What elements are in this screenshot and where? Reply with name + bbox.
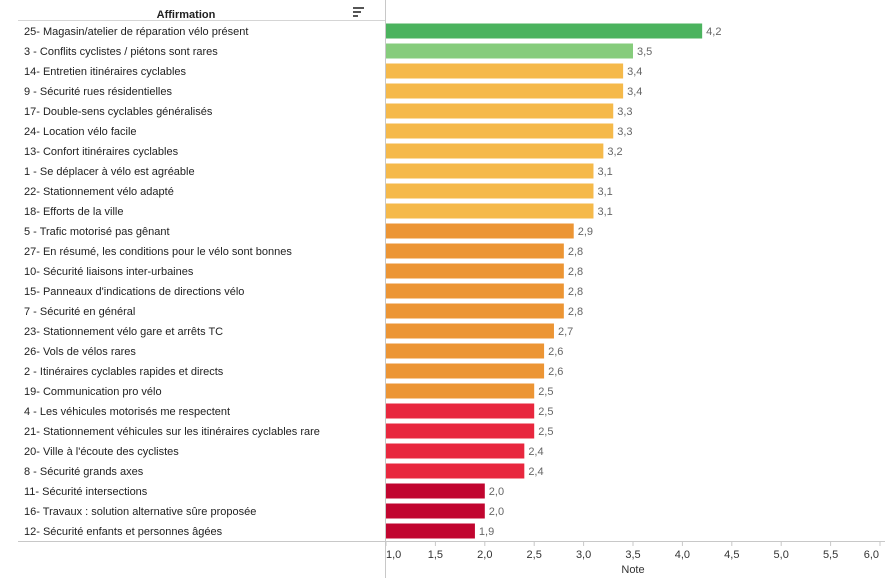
bar-value-label: 2,4 — [528, 466, 543, 478]
row-label: 1 - Se déplacer à vélo est agréable — [24, 166, 195, 178]
bar-value-label: 2,6 — [548, 346, 563, 358]
row-label: 22- Stationnement vélo adapté — [24, 186, 174, 198]
bar[interactable] — [386, 323, 554, 339]
row-label: 17- Double-sens cyclables généralisés — [24, 106, 213, 118]
row-label: 27- En résumé, les conditions pour le vé… — [24, 246, 292, 258]
x-tick-label: 2,5 — [527, 549, 542, 561]
bar[interactable] — [386, 163, 594, 179]
bar-value-label: 3,1 — [597, 186, 612, 198]
bar[interactable] — [386, 503, 485, 519]
x-tick-label: 5,0 — [774, 549, 789, 561]
sort-descending-icon[interactable] — [353, 7, 364, 17]
bar[interactable] — [386, 443, 525, 459]
bar[interactable] — [386, 23, 703, 39]
bar-value-label: 3,5 — [637, 46, 652, 58]
row-label: 3 - Conflits cyclistes / piétons sont ra… — [24, 46, 218, 58]
row-label: 2 - Itinéraires cyclables rapides et dir… — [24, 366, 224, 378]
bar-value-label: 2,0 — [489, 486, 504, 498]
bar[interactable] — [386, 383, 535, 399]
bar-value-label: 2,5 — [538, 426, 553, 438]
bar-value-label: 2,0 — [489, 506, 504, 518]
bar[interactable] — [386, 403, 535, 419]
bar-value-label: 2,8 — [568, 266, 583, 278]
bar[interactable] — [386, 103, 614, 119]
bar[interactable] — [386, 143, 604, 159]
row-label: 7 - Sécurité en général — [24, 306, 135, 318]
bar-value-label: 2,8 — [568, 306, 583, 318]
bar[interactable] — [386, 303, 564, 319]
bar-value-label: 3,1 — [597, 206, 612, 218]
row-label: 16- Travaux : solution alternative sûre … — [24, 506, 256, 518]
x-tick-label: 2,0 — [477, 549, 492, 561]
bar[interactable] — [386, 243, 564, 259]
bar[interactable] — [386, 123, 614, 139]
bar-value-label: 3,4 — [627, 86, 642, 98]
x-axis-ticks: 1,0 1,5 2,0 2,5 3,0 3,5 4,0 4,5 5,0 5,5 6,0 — [385, 542, 881, 561]
bar-value-label: 1,9 — [479, 526, 494, 538]
bar[interactable] — [386, 263, 564, 279]
row-label: 13- Confort itinéraires cyclables — [24, 146, 179, 158]
bar[interactable] — [386, 283, 564, 299]
bar-value-label: 4,2 — [706, 26, 721, 38]
bar-value-label: 2,8 — [568, 246, 583, 258]
row-label: 9 - Sécurité rues résidentielles — [24, 86, 172, 98]
x-tick-label: 4,0 — [675, 549, 690, 561]
row-label: 5 - Trafic motorisé pas gênant — [24, 226, 170, 238]
bar[interactable] — [386, 483, 485, 499]
x-axis-title: Note — [621, 564, 644, 576]
bar-value-label: 2,5 — [538, 406, 553, 418]
row-label: 11- Sécurité intersections — [24, 486, 148, 498]
x-tick-label: 3,5 — [625, 549, 640, 561]
row-label: 23- Stationnement vélo gare et arrêts TC — [24, 326, 223, 338]
x-tick-label: 5,5 — [823, 549, 838, 561]
x-tick-label: 1,5 — [428, 549, 443, 561]
bar-value-label: 3,2 — [607, 146, 622, 158]
bar-value-label: 2,9 — [578, 226, 593, 238]
row-label: 10- Sécurité liaisons inter-urbaines — [24, 266, 194, 278]
row-label: 21- Stationnement véhicules sur les itin… — [24, 426, 320, 438]
x-tick-label: 4,5 — [724, 549, 739, 561]
bar[interactable] — [386, 423, 535, 439]
row-label: 19- Communication pro vélo — [24, 386, 162, 398]
row-label: 25- Magasin/atelier de réparation vélo p… — [24, 26, 248, 38]
column-header-affirmation[interactable]: Affirmation — [157, 9, 216, 21]
bar[interactable] — [386, 523, 475, 539]
bar-value-label: 2,7 — [558, 326, 573, 338]
row-label: 8 - Sécurité grands axes — [24, 466, 144, 478]
bar-value-label: 2,8 — [568, 286, 583, 298]
row-label: 14- Entretien itinéraires cyclables — [24, 66, 187, 78]
x-tick-label: 3,0 — [576, 549, 591, 561]
bar[interactable] — [386, 363, 545, 379]
bar-value-label: 2,6 — [548, 366, 563, 378]
bar[interactable] — [386, 63, 624, 79]
chart-rows: 25- Magasin/atelier de réparation vélo p… — [24, 23, 721, 539]
bar[interactable] — [386, 463, 525, 479]
bar-value-label: 3,3 — [617, 106, 632, 118]
bar-value-label: 2,4 — [528, 446, 543, 458]
bar[interactable] — [386, 223, 574, 239]
bar-value-label: 2,5 — [538, 386, 553, 398]
row-label: 20- Ville à l'écoute des cyclistes — [24, 446, 179, 458]
x-tick-label: 1,0 — [386, 549, 401, 561]
bar-value-label: 3,1 — [597, 166, 612, 178]
row-label: 15- Panneaux d'indications de directions… — [24, 286, 244, 298]
row-label: 18- Efforts de la ville — [24, 206, 123, 218]
row-label: 4 - Les véhicules motorisés me respecten… — [24, 406, 230, 418]
row-label: 24- Location vélo facile — [24, 126, 137, 138]
row-label: 26- Vols de vélos rares — [24, 346, 136, 358]
bar-value-label: 3,3 — [617, 126, 632, 138]
bar-value-label: 3,4 — [627, 66, 642, 78]
bar[interactable] — [386, 83, 624, 99]
bar[interactable] — [386, 183, 594, 199]
bar[interactable] — [386, 203, 594, 219]
row-label: 12- Sécurité enfants et personnes âgées — [24, 526, 223, 538]
x-tick-label: 6,0 — [864, 549, 879, 561]
bar[interactable] — [386, 43, 633, 59]
bar[interactable] — [386, 343, 545, 359]
